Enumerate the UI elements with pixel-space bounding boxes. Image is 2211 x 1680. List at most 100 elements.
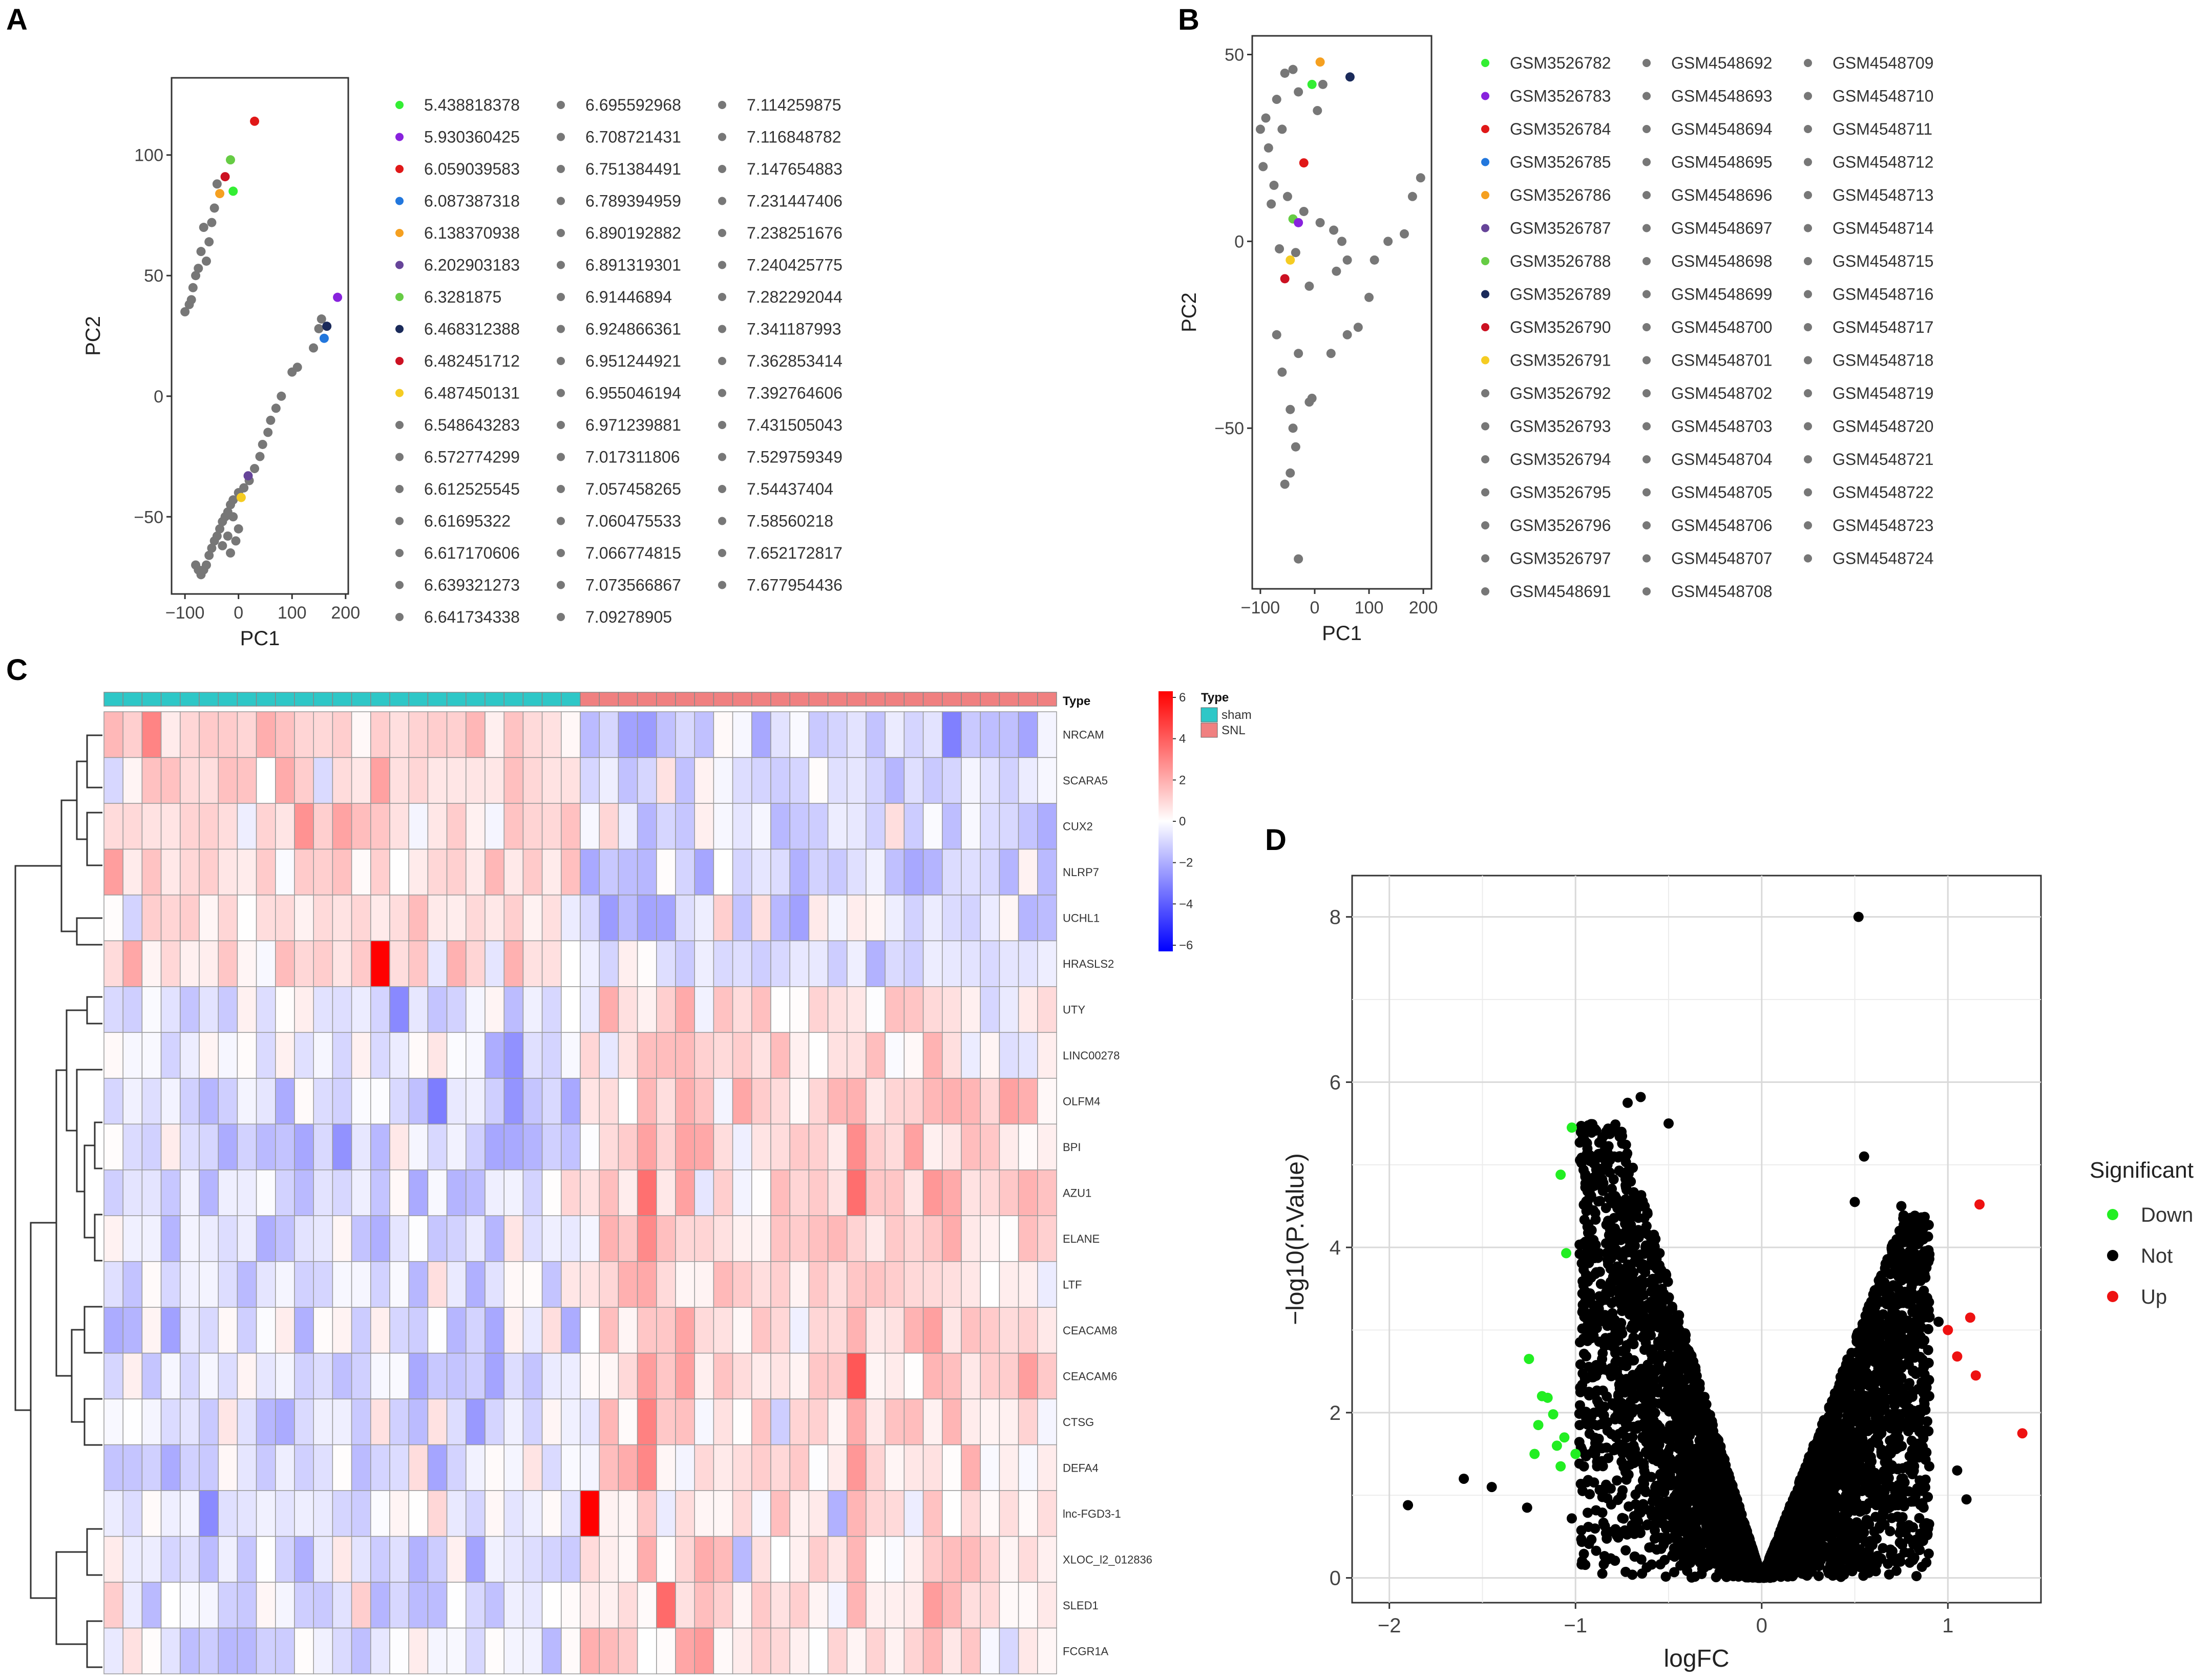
heatmap-cell — [351, 1307, 371, 1354]
legend-dot — [718, 229, 726, 237]
dendrogram-branch — [83, 1306, 102, 1354]
heatmap-cell — [637, 1536, 657, 1583]
heatmap-cell — [141, 1032, 162, 1079]
legend-label: GSM3526794 — [1510, 450, 1611, 469]
heatmap-cell — [770, 1307, 790, 1354]
heatmap-cell — [199, 940, 219, 987]
heatmap-cell — [294, 1032, 314, 1079]
heatmap-cell — [351, 986, 371, 1033]
heatmap-cell — [389, 1261, 409, 1308]
heatmap-cell — [160, 1078, 181, 1125]
heatmap-cell — [122, 1536, 143, 1583]
heatmap-cell — [103, 1307, 123, 1354]
heatmap-cell — [332, 1169, 352, 1216]
heatmap-cell — [1018, 1352, 1038, 1399]
heatmap-cell — [503, 1215, 524, 1262]
heatmap-cell — [218, 1490, 238, 1537]
heatmap-cell — [503, 895, 524, 942]
annotation-cell-snl — [827, 692, 848, 707]
heatmap-cell — [885, 1261, 905, 1308]
heatmap-cell — [999, 1078, 1019, 1125]
heatmap-cell — [942, 757, 962, 804]
heatmap-cell — [237, 848, 257, 896]
heatmap-cell — [980, 895, 1000, 942]
heatmap-cell — [732, 803, 752, 850]
heatmap-cell — [485, 940, 504, 987]
heatmap-cell — [1018, 1627, 1038, 1674]
heatmap-cell — [1037, 757, 1057, 804]
heatmap-cell — [389, 1352, 409, 1399]
heatmap-cell — [675, 895, 695, 942]
heatmap-cell — [922, 848, 943, 896]
heatmap-cell — [294, 1215, 314, 1262]
sample-point — [250, 464, 260, 474]
legend-label: GSM4548693 — [1671, 87, 1772, 105]
heatmap-cell — [294, 895, 314, 942]
heatmap-cell — [751, 1032, 771, 1079]
heatmap-cell — [770, 1078, 790, 1125]
heatmap-cell — [275, 1627, 295, 1674]
heatmap-cell — [922, 1169, 943, 1216]
legend-dot — [395, 549, 404, 557]
legend-label: GSM3526796 — [1510, 516, 1611, 535]
heatmap-cell — [713, 848, 733, 896]
heatmap-cell — [903, 848, 924, 896]
heatmap-cell — [751, 1352, 771, 1399]
legend-dot — [718, 293, 726, 301]
heatmap-cell — [256, 803, 276, 850]
heatmap-cell — [732, 711, 752, 758]
legend-dot — [1481, 59, 1489, 67]
heatmap-cell — [694, 986, 714, 1033]
heatmap-cell — [999, 1169, 1019, 1216]
heatmap-cell — [466, 757, 486, 804]
heatmap-cell — [446, 1307, 467, 1354]
heatmap-cell — [522, 940, 543, 987]
sample-point — [1416, 173, 1425, 183]
heatmap-cell — [827, 848, 848, 896]
heatmap-cell — [160, 940, 181, 987]
heatmap-cell — [427, 1307, 448, 1354]
legend-label: GSM4548695 — [1671, 153, 1772, 172]
heatmap-cell — [732, 1352, 752, 1399]
heatmap-cell — [103, 1627, 123, 1674]
legend-label: GSM4548710 — [1833, 87, 1933, 105]
heatmap-cell — [732, 1261, 752, 1308]
gene-point-not — [1923, 1548, 1934, 1559]
heatmap-cell — [866, 1398, 886, 1445]
heatmap-cell — [466, 1352, 486, 1399]
heatmap-cell — [599, 1169, 619, 1216]
heatmap-cell — [141, 940, 162, 987]
heatmap-cell — [618, 1078, 638, 1125]
heatmap-cell — [656, 986, 676, 1033]
legend-dot — [557, 101, 565, 109]
heatmap-cell — [446, 1490, 467, 1537]
legend-dot — [1643, 356, 1651, 365]
heatmap-cell — [903, 1444, 924, 1491]
sample-point — [234, 524, 243, 534]
heatmap-cell — [866, 1307, 886, 1354]
x-axis-label: PC1 — [1322, 622, 1362, 645]
heatmap-cell — [389, 1032, 409, 1079]
heatmap-cell — [485, 848, 504, 896]
heatmap-cell — [808, 1536, 829, 1583]
sample-point-highlight — [243, 471, 253, 481]
legend-dot — [395, 517, 404, 525]
heatmap-cell — [122, 1032, 143, 1079]
legend-label: 6.751384491 — [585, 160, 681, 178]
gene-point-not — [1923, 1324, 1933, 1334]
heatmap-cell — [522, 1261, 543, 1308]
heatmap-cell — [141, 1536, 162, 1583]
legend-dot — [1804, 257, 1812, 265]
heatmap-cell — [732, 1123, 752, 1171]
heatmap-cell — [503, 1582, 524, 1629]
heatmap-cell — [713, 1307, 733, 1354]
heatmap-cell — [275, 1123, 295, 1171]
heatmap-cell — [656, 1215, 676, 1262]
sample-point — [1299, 206, 1309, 216]
heatmap-cell — [618, 1627, 638, 1674]
heatmap-cell — [1018, 1444, 1038, 1491]
legend-dot — [557, 357, 565, 365]
heatmap-cell — [180, 940, 200, 987]
heatmap-cell — [808, 848, 829, 896]
heatmap-cell — [732, 940, 752, 987]
